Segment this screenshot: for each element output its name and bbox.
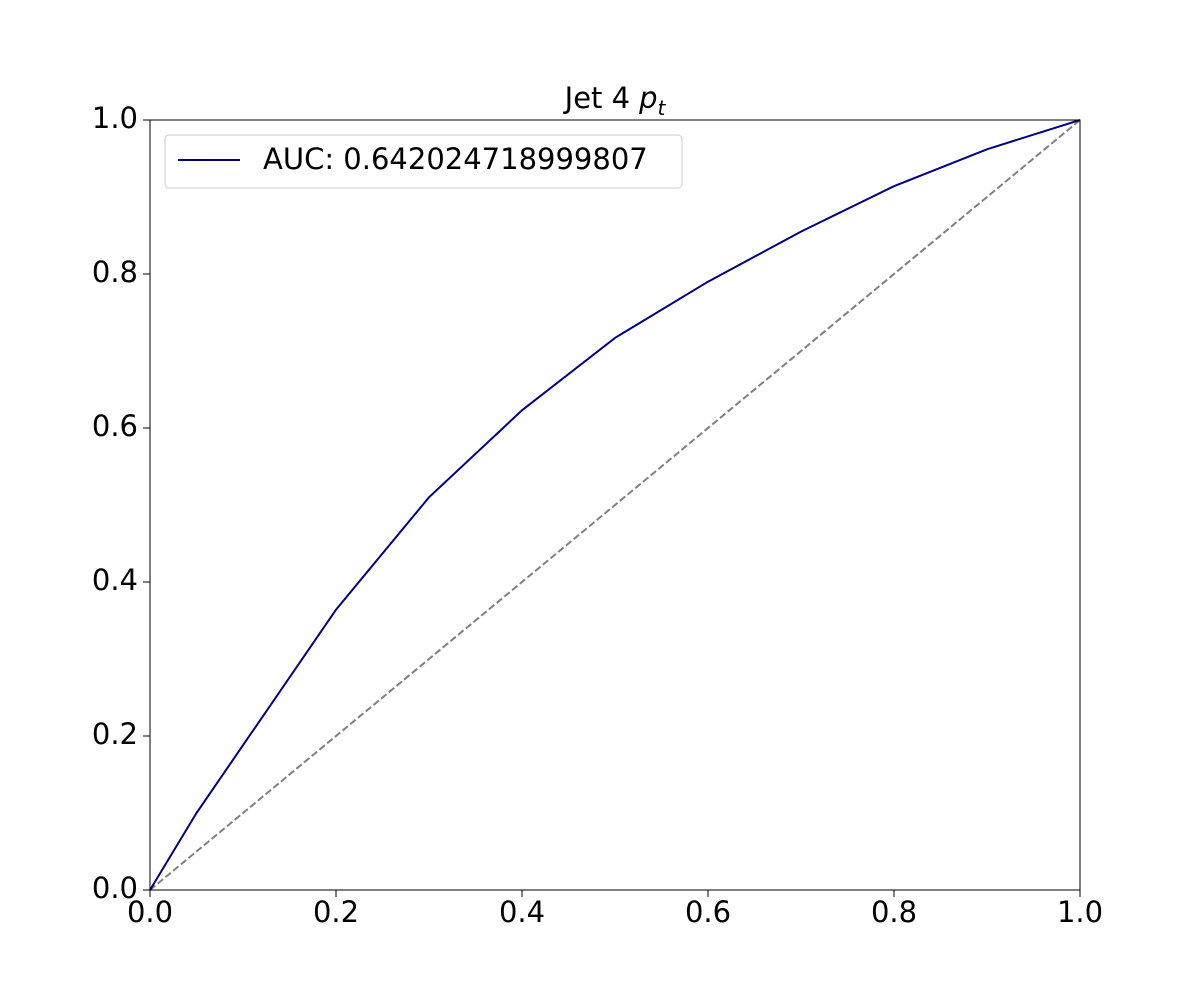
x-tick-label: 0.4 [499, 895, 545, 929]
y-tick-label: 0.4 [92, 563, 138, 597]
title-subscript: t [658, 96, 667, 120]
plot-area: 0.0 0.2 0.4 0.6 0.8 1.0 0.0 0.2 0.4 0.6 0.8 1.0 AUC:… [92, 101, 1103, 929]
legend: AUC: 0.642024718999807 [164, 134, 683, 189]
legend-box [164, 134, 683, 189]
reference-line [149, 119, 1081, 891]
x-tick-label: 0.2 [313, 895, 359, 929]
title-symbol: p [638, 81, 657, 115]
roc-line [149, 119, 1081, 891]
title-text: Jet 4 [563, 81, 630, 115]
chart-title: Jet 4 pt [563, 81, 667, 120]
x-tick-label: 1.0 [1057, 895, 1103, 929]
x-tick-label: 0.8 [871, 895, 917, 929]
legend-label: AUC: 0.642024718999807 [263, 142, 648, 176]
y-tick-label: 0.0 [92, 871, 138, 905]
y-tick-label: 0.6 [92, 409, 138, 443]
y-tick-label: 1.0 [92, 101, 138, 135]
x-tick-label: 0.0 [127, 895, 173, 929]
x-tick-label: 0.6 [685, 895, 731, 929]
y-tick-label: 0.2 [92, 717, 138, 751]
y-tick-label: 0.8 [92, 255, 138, 289]
plot-frame [149, 119, 1081, 891]
